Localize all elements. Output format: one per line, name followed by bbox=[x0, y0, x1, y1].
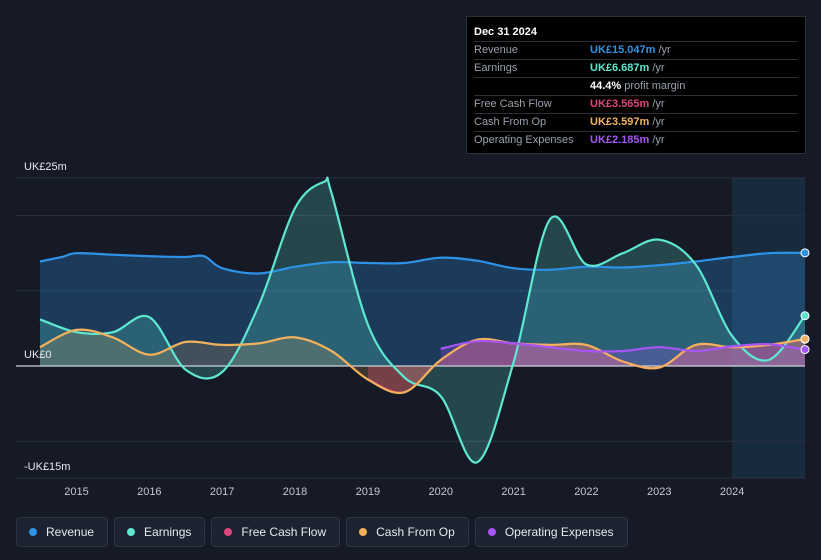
x-tick-label: 2016 bbox=[137, 486, 161, 498]
series-areas bbox=[40, 177, 805, 463]
x-axis: 2015 2016 2017 2018 2019 2020 2021 2022 2023 2024 bbox=[64, 486, 744, 498]
tooltip-row-label: Free Cash Flow bbox=[474, 98, 552, 110]
y-axis-top-label: UK£25m bbox=[24, 161, 67, 173]
tooltip-row-label bbox=[474, 78, 590, 95]
tooltip-date: Dec 31 2024 bbox=[474, 23, 798, 42]
end-dots bbox=[800, 248, 810, 355]
legend-dot-icon bbox=[127, 528, 136, 536]
x-tick-label: 2024 bbox=[720, 486, 744, 498]
legend-label: Operating Expenses bbox=[504, 525, 614, 539]
x-tick-label: 2020 bbox=[428, 486, 452, 498]
legend-item-operating-expenses[interactable]: Operating Expenses bbox=[474, 517, 628, 547]
legend-dot-icon bbox=[487, 528, 496, 536]
tooltip-row-unit: /yr bbox=[658, 44, 671, 56]
earnings-end-dot bbox=[800, 311, 810, 321]
tooltip-row: Operating Expenses UK£2.185m/yr bbox=[474, 132, 798, 149]
operating-expenses-line bbox=[440, 339, 806, 353]
tooltip-row-unit: /yr bbox=[652, 62, 665, 74]
legend-item-earnings[interactable]: Earnings bbox=[114, 517, 206, 547]
y-axis-bottom-label: -UK£15m bbox=[24, 461, 70, 473]
forecast-region bbox=[732, 178, 805, 478]
legend: Revenue Earnings Free Cash Flow Cash From O… bbox=[16, 517, 628, 547]
grid bbox=[16, 177, 805, 479]
tooltip-row-label: Earnings bbox=[474, 62, 518, 74]
legend-label: Free Cash Flow bbox=[241, 525, 327, 539]
tooltip-row: Revenue UK£15.047m/yr bbox=[474, 42, 798, 60]
legend-dot-icon bbox=[29, 528, 37, 536]
tooltip-row-unit: /yr bbox=[652, 116, 665, 128]
series-lines bbox=[39, 176, 806, 464]
revenue-line bbox=[39, 251, 806, 275]
tooltip-row-unit: /yr bbox=[652, 98, 665, 110]
tooltip-row-unit: /yr bbox=[652, 134, 665, 146]
earnings-line bbox=[39, 176, 806, 464]
tooltip-row: 44.4% profit margin bbox=[474, 78, 798, 96]
x-tick-label: 2021 bbox=[501, 486, 525, 498]
legend-label: Cash From Op bbox=[376, 525, 455, 539]
revenue-end-dot bbox=[800, 248, 810, 258]
x-tick-label: 2019 bbox=[356, 486, 380, 498]
legend-dot-icon bbox=[224, 528, 233, 536]
cash-from-op-line bbox=[39, 328, 806, 395]
x-tick-label: 2022 bbox=[574, 486, 598, 498]
tooltip-row-value: UK£3.597m bbox=[590, 116, 650, 128]
legend-label: Revenue bbox=[46, 525, 95, 539]
tooltip-row: Cash From Op UK£3.597m/yr bbox=[474, 114, 798, 132]
y-axis-zero-label: UK£0 bbox=[24, 349, 52, 361]
operating-expenses-area bbox=[440, 340, 805, 366]
tooltip-row-label: Cash From Op bbox=[474, 116, 547, 128]
x-tick-label: 2018 bbox=[283, 486, 307, 498]
tooltip-row-value: UK£3.565m bbox=[590, 98, 650, 110]
tooltip-row-value: UK£6.687m bbox=[590, 62, 650, 74]
cash-from-op-end-dot bbox=[800, 334, 810, 344]
tooltip-row-unit: profit margin bbox=[624, 80, 686, 92]
revenue-area bbox=[40, 252, 805, 366]
tooltip-row-label: Revenue bbox=[474, 44, 519, 56]
legend-dot-icon bbox=[359, 528, 368, 536]
tooltip-row-value: 44.4% bbox=[590, 80, 622, 92]
x-tick-label: 2017 bbox=[210, 486, 234, 498]
operating-expenses-end-dot bbox=[800, 345, 810, 355]
legend-item-cash-from-op[interactable]: Cash From Op bbox=[346, 517, 469, 547]
tooltip-row-label: Operating Expenses bbox=[474, 134, 574, 146]
x-tick-label: 2023 bbox=[647, 486, 671, 498]
legend-label: Earnings bbox=[144, 525, 192, 539]
tooltip-row-value: UK£15.047m bbox=[590, 44, 656, 56]
tooltip-row-value: UK£2.185m bbox=[590, 134, 650, 146]
x-tick-label: 2015 bbox=[64, 486, 88, 498]
legend-item-revenue[interactable]: Revenue bbox=[16, 517, 109, 547]
tooltip-row: Free Cash Flow UK£3.565m/yr bbox=[474, 96, 798, 114]
data-tooltip: Dec 31 2024 Revenue UK£15.047m/yr Earnings… bbox=[466, 16, 806, 154]
earnings-area bbox=[40, 177, 805, 463]
legend-item-free-cash-flow[interactable]: Free Cash Flow bbox=[211, 517, 341, 547]
tooltip-row: Earnings UK£6.687m/yr bbox=[474, 60, 798, 78]
